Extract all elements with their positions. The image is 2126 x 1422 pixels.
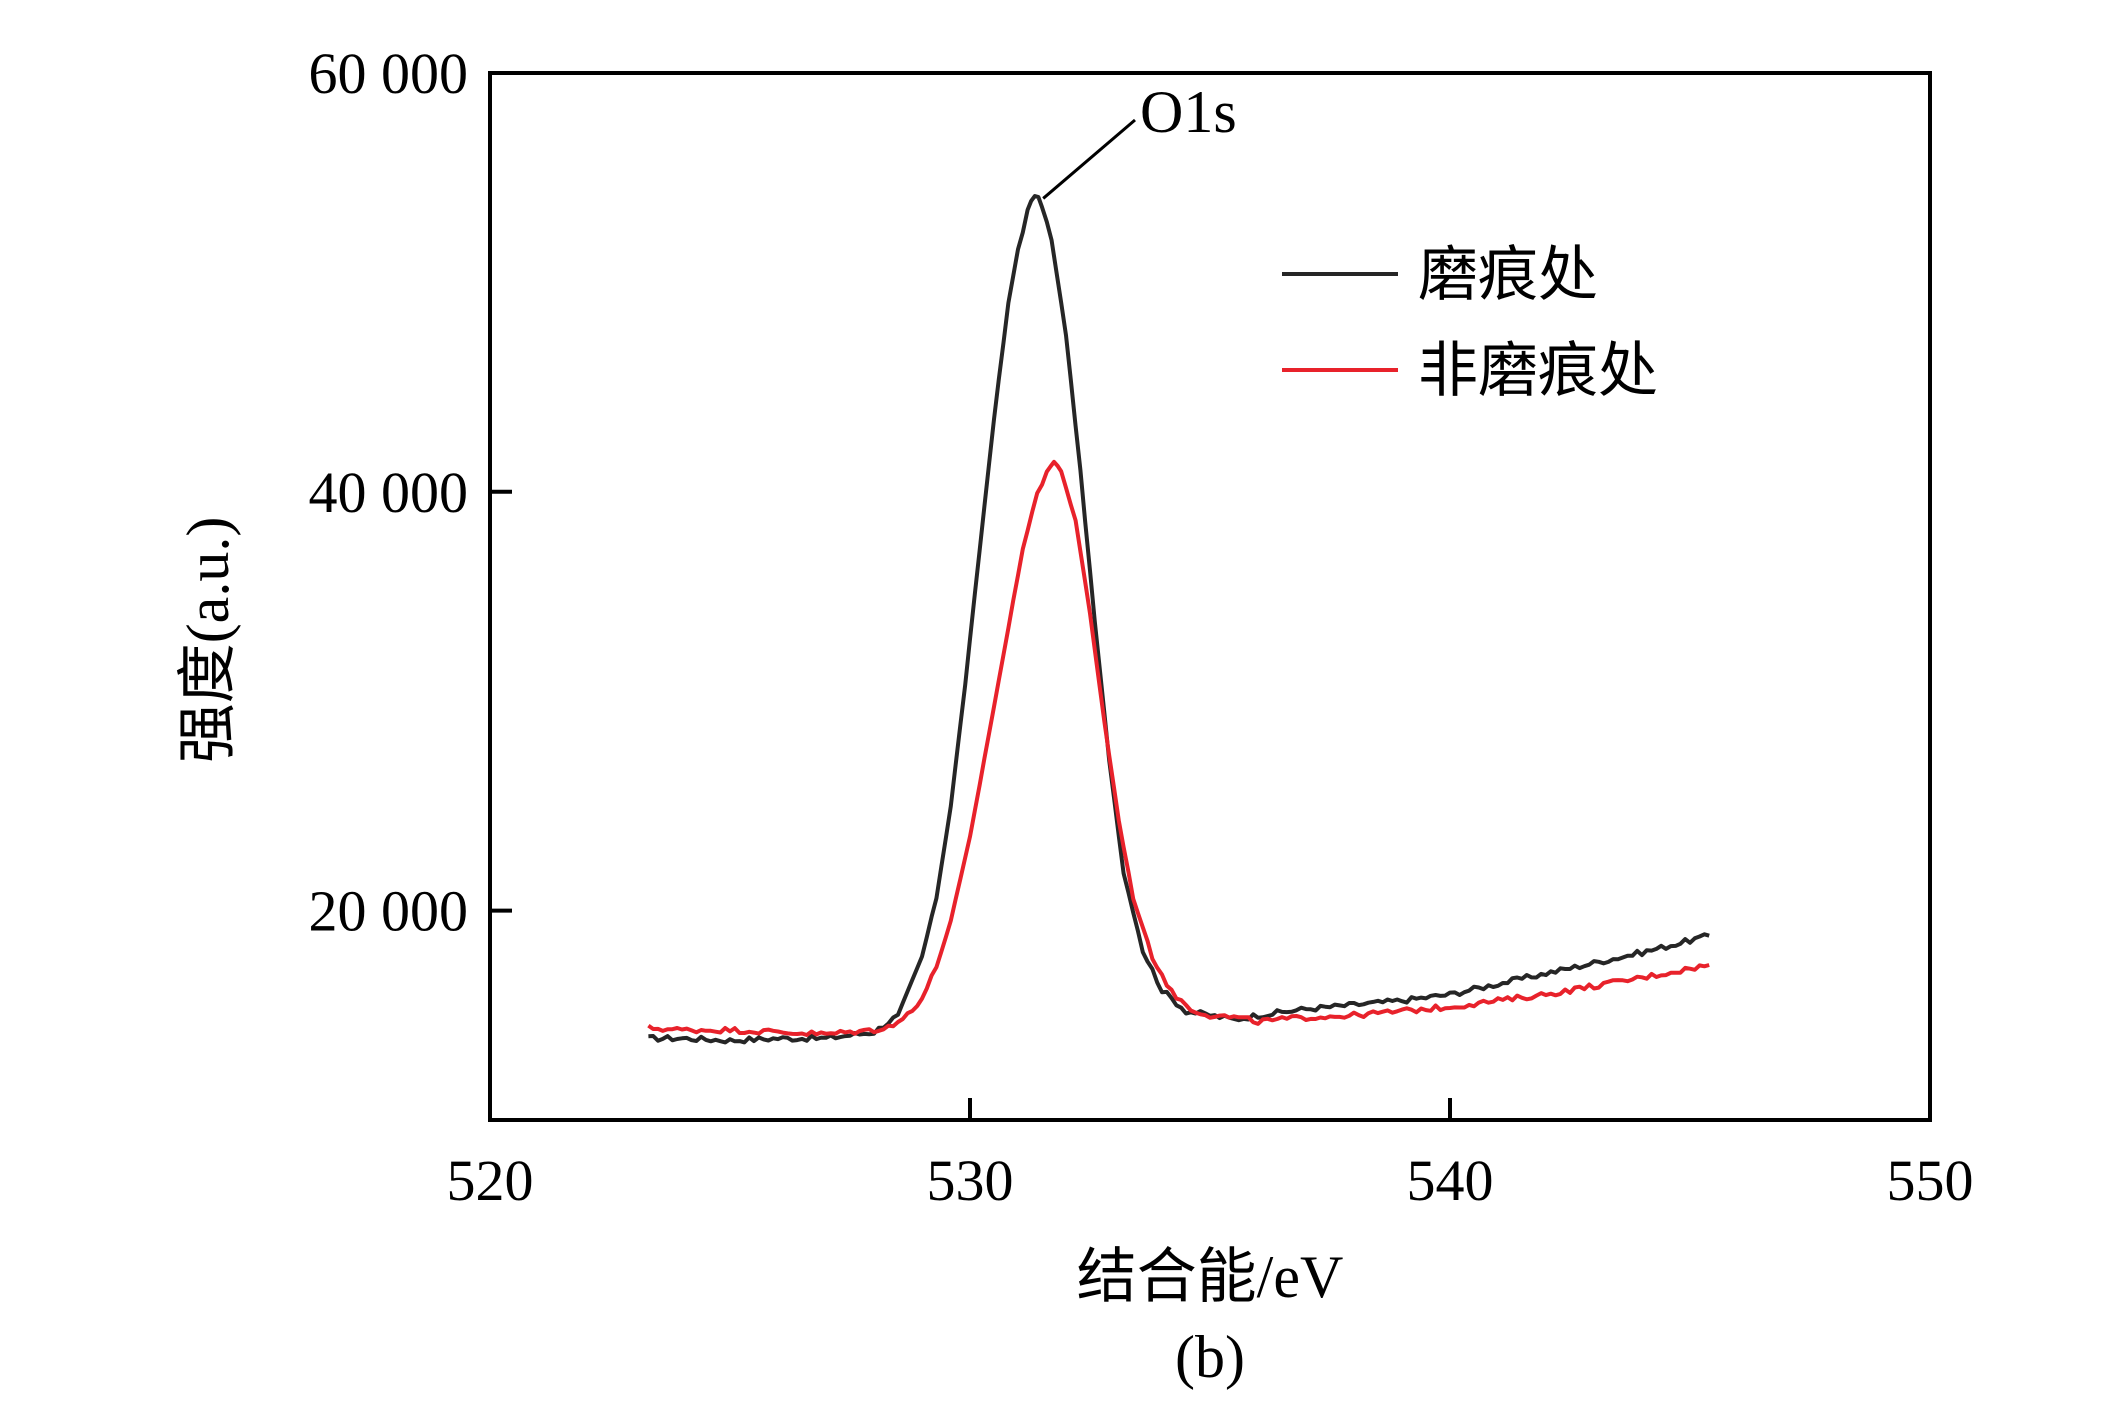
panel-label: (b) xyxy=(1175,1324,1245,1390)
y-axis: 20 000 40 000 60 000 xyxy=(309,41,512,944)
y-axis-title: 强度(a.u.) xyxy=(175,517,241,764)
series-layer xyxy=(647,194,1710,1045)
y-tick-label-2: 60 000 xyxy=(309,41,469,106)
x-axis-title: 结合能/eV xyxy=(1077,1244,1344,1310)
annotation-leader-line xyxy=(1042,118,1136,200)
x-tick-label-0: 520 xyxy=(447,1148,534,1213)
x-axis: 520 530 540 550 xyxy=(447,1098,1974,1213)
series-line-0 xyxy=(648,194,1710,1045)
legend: 磨痕处 非磨痕处 xyxy=(1282,242,1658,404)
x-tick-label-3: 550 xyxy=(1887,1148,1974,1213)
series-line-1 xyxy=(647,459,1710,1037)
legend-label-series-1: 非磨痕处 xyxy=(1418,338,1658,404)
x-tick-label-2: 540 xyxy=(1407,1148,1494,1213)
legend-label-series-0: 磨痕处 xyxy=(1418,242,1598,308)
y-tick-label-0: 20 000 xyxy=(309,879,469,944)
plot-area-frame xyxy=(488,71,1932,1122)
x-tick-label-1: 530 xyxy=(927,1148,1014,1213)
annotation-o1s: O1s xyxy=(1140,79,1237,145)
y-tick-label-1: 40 000 xyxy=(309,460,469,525)
